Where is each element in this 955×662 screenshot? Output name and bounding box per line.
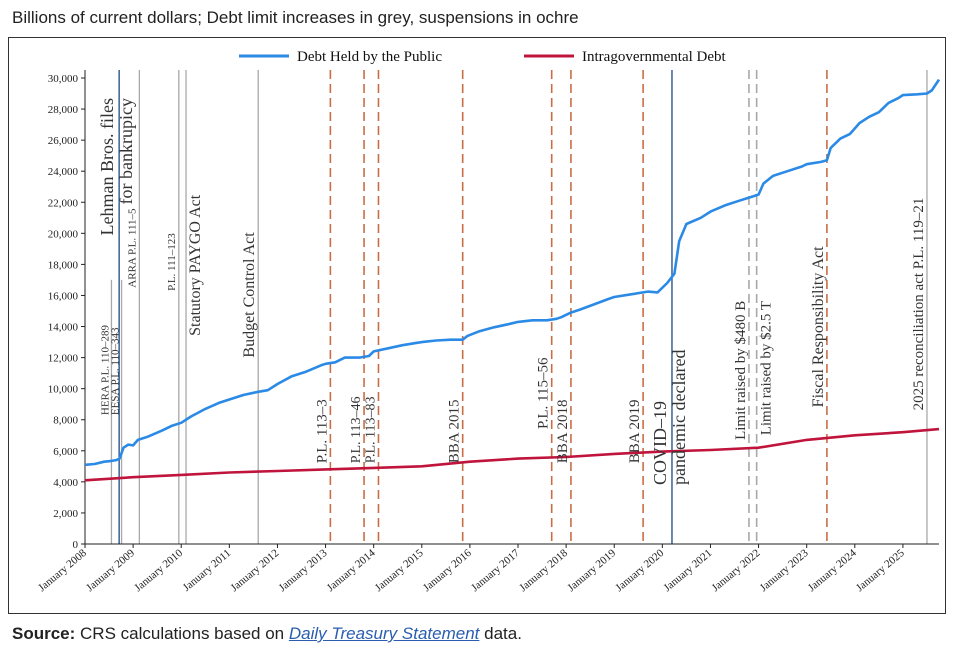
chart-subtitle: Billions of current dollars; Debt limit …	[12, 8, 579, 27]
x-tick-label: January 2015	[373, 547, 426, 594]
x-tick-label: January 2009	[84, 547, 137, 594]
legend: Debt Held by the Public Intragovernmental…	[239, 49, 727, 65]
event-label: P.L. 113–3	[314, 399, 330, 463]
event-label: Fiscal Responsibility Act	[810, 246, 827, 407]
y-tick-label: 28,000	[48, 104, 79, 116]
event-label: COVID–19	[650, 401, 670, 485]
event-label: BBA 2019	[627, 399, 643, 463]
event-label: Limit raised by $2.5 T	[759, 301, 775, 435]
event-label: P.L. 115–56	[536, 357, 552, 429]
event-label: BBA 2015	[447, 399, 463, 463]
event-label: P.L. 113–46	[349, 396, 364, 463]
event-label: Statutory PAYGO Act	[187, 194, 204, 336]
source-text-before: CRS calculations based on	[75, 624, 289, 643]
x-tick-label: January 2018	[517, 547, 570, 594]
x-tick-label: January 2023	[758, 547, 811, 594]
y-tick-label: 4,000	[53, 477, 78, 489]
event-label: Lehman Bros. files	[97, 98, 117, 235]
x-tick-label: January 2016	[421, 547, 474, 594]
event-label: P.L. 113–83	[363, 396, 378, 463]
x-tick-label: January 2017	[469, 547, 522, 594]
daily-treasury-statement-link[interactable]: Daily Treasury Statement	[288, 624, 480, 643]
legend-label-intragov: Intragovernmental Debt	[582, 49, 727, 65]
y-tick-label: 18,000	[48, 259, 79, 271]
y-tick-label: 0	[73, 539, 79, 551]
x-tick-label: January 2022	[710, 547, 763, 594]
x-tick-label: January 2008	[36, 547, 89, 594]
x-tick-label: January 2021	[662, 547, 715, 594]
axes: 0 2,000 4,000 6,000 8,000 10,000 12,000 14,000 1…	[36, 70, 939, 594]
y-tick-label: 26,000	[48, 135, 79, 147]
source-text-after: data.	[479, 624, 522, 643]
event-label: HERA P.L. 110–289	[99, 325, 111, 416]
x-tick-label: January 2020	[613, 547, 666, 594]
legend-label-public: Debt Held by the Public	[297, 49, 442, 65]
event-label: EESA P.L. 110–343	[110, 327, 122, 415]
event-label: pandemic declared	[669, 350, 689, 485]
y-tick-label: 20,000	[48, 228, 79, 240]
event-label: 2025 reconciliation act P.L. 119–21	[911, 198, 927, 411]
source-label: Source:	[12, 624, 76, 643]
x-tick-label: January 2013	[277, 547, 330, 594]
series-line-intragov	[84, 427, 940, 482]
x-tick-label: January 2010	[132, 547, 185, 594]
y-tick-label: 10,000	[48, 384, 79, 396]
event-label: ARRA P.L. 111–5	[126, 208, 138, 288]
y-tick-label: 12,000	[48, 353, 79, 365]
event-label: Limit raised by $480 B	[733, 301, 749, 440]
y-tick-label: 2,000	[53, 508, 78, 520]
y-tick-label: 8,000	[53, 415, 78, 427]
x-tick-label: January 2012	[228, 547, 281, 594]
event-label: Budget Control Act	[241, 232, 258, 358]
event-lines	[110, 70, 928, 544]
x-tick-label: January 2014	[325, 547, 378, 594]
x-tick-label: January 2011	[181, 547, 234, 594]
y-tick-label: 24,000	[48, 166, 79, 178]
event-label: for bankrupicy	[116, 98, 136, 204]
x-tick-label: January 2019	[565, 547, 618, 594]
y-tick-label: 14,000	[48, 322, 79, 334]
debt-chart: 0 2,000 4,000 6,000 8,000 10,000 12,000 14,000 1…	[36, 49, 941, 594]
y-tick-label: 16,000	[48, 290, 79, 302]
chart-frame: 0 2,000 4,000 6,000 8,000 10,000 12,000 14,000 1…	[8, 37, 946, 614]
x-tick-label: January 2025	[854, 547, 907, 594]
event-labels: HERA P.L. 110–289 Lehman Bros. files for b…	[97, 98, 927, 485]
event-label: BBA 2018	[555, 399, 571, 463]
source-note: Source: CRS calculations based on Daily …	[12, 624, 522, 644]
y-tick-label: 30,000	[48, 73, 79, 85]
y-tick-label: 6,000	[53, 446, 78, 458]
series-lines	[84, 78, 941, 482]
event-label: P.L. 111–123	[166, 233, 178, 291]
y-tick-label: 22,000	[48, 197, 79, 209]
series-line-public	[84, 78, 941, 467]
x-tick-label: January 2024	[806, 547, 859, 594]
